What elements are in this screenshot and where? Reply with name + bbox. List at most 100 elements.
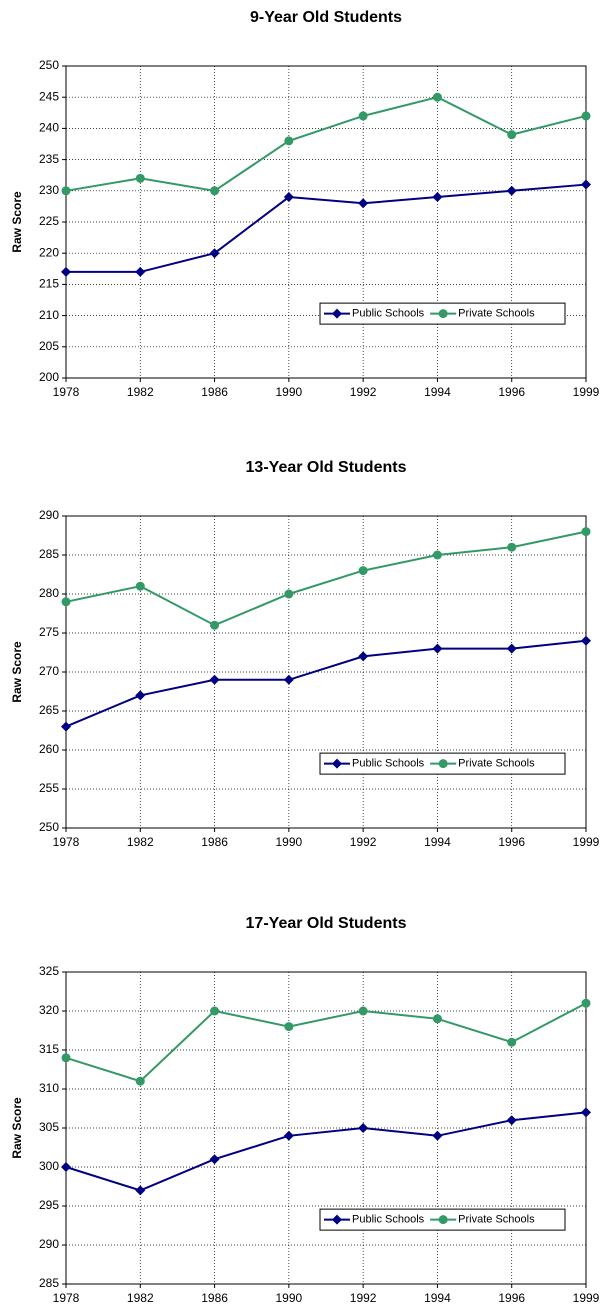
x-tick-label: 1990 xyxy=(276,385,303,399)
series-line xyxy=(65,1111,587,1192)
y-tick-label: 235 xyxy=(39,152,59,166)
plot-border xyxy=(65,515,587,829)
plot-border xyxy=(65,971,587,1285)
x-tick-label: 1986 xyxy=(201,385,228,399)
y-tick-label: 250 xyxy=(39,820,59,834)
x-tick-label: 1999 xyxy=(573,835,600,849)
data-point xyxy=(507,542,517,552)
legend-label: Public Schools xyxy=(352,1214,425,1226)
data-point xyxy=(284,1022,294,1032)
y-axis-label: Raw Score xyxy=(10,1097,24,1159)
legend-marker xyxy=(438,1215,448,1225)
x-tick-label: 1992 xyxy=(350,835,377,849)
y-tick-label: 230 xyxy=(39,183,59,197)
y-tick-label: 270 xyxy=(39,664,59,678)
data-point xyxy=(581,179,591,190)
series-line xyxy=(65,1002,587,1083)
data-point xyxy=(209,1154,220,1165)
y-tick-label: 260 xyxy=(39,742,59,756)
y-tick-label: 205 xyxy=(39,339,59,353)
chart-title: 13-Year Old Students xyxy=(246,459,407,476)
data-point xyxy=(358,566,368,576)
x-tick-label: 1978 xyxy=(53,1291,80,1305)
legend: Public Schools Private Schools xyxy=(319,302,566,325)
data-point xyxy=(507,130,517,140)
y-tick-label: 250 xyxy=(39,58,59,72)
data-point xyxy=(581,635,591,646)
data-point xyxy=(358,198,369,209)
data-point xyxy=(581,1107,591,1118)
data-point xyxy=(284,589,294,599)
data-point xyxy=(61,266,71,277)
data-point xyxy=(506,643,517,654)
legend-marker xyxy=(332,758,342,769)
data-point xyxy=(283,192,294,203)
legend-label: Private Schools xyxy=(458,758,535,770)
data-point xyxy=(135,1185,146,1196)
legend: Public Schools Private Schools xyxy=(319,752,566,775)
y-tick-label: 255 xyxy=(39,781,59,795)
data-point xyxy=(135,690,146,701)
x-tick-label: 1992 xyxy=(350,1291,377,1305)
data-point xyxy=(283,1130,294,1141)
y-tick-label: 245 xyxy=(39,89,59,103)
x-tick-label: 1982 xyxy=(127,1291,154,1305)
x-tick-label: 1996 xyxy=(498,835,525,849)
y-tick-label: 325 xyxy=(39,964,59,978)
y-tick-label: 315 xyxy=(39,1042,59,1056)
y-tick-label: 290 xyxy=(39,1237,59,1251)
x-tick-label: 1994 xyxy=(424,835,451,849)
y-tick-label: 290 xyxy=(39,508,59,522)
x-tick-label: 1990 xyxy=(276,835,303,849)
data-point xyxy=(432,643,443,654)
legend-marker xyxy=(438,309,448,319)
y-tick-label: 285 xyxy=(39,1276,59,1290)
x-tick-label: 1999 xyxy=(573,385,600,399)
legend-marker xyxy=(438,759,448,769)
legend-label: Public Schools xyxy=(352,758,425,770)
data-point xyxy=(135,581,145,591)
y-tick-label: 220 xyxy=(39,245,59,259)
series-line xyxy=(65,530,587,627)
x-tick-label: 1990 xyxy=(276,1291,303,1305)
data-point xyxy=(135,173,145,183)
x-tick-label: 1992 xyxy=(350,385,377,399)
data-point xyxy=(210,186,220,196)
y-axis-label: Raw Score xyxy=(10,191,24,253)
y-tick-label: 265 xyxy=(39,703,59,717)
y-tick-label: 285 xyxy=(39,547,59,561)
data-point xyxy=(135,1076,145,1086)
y-axis-label: Raw Score xyxy=(10,641,24,703)
x-tick-label: 1986 xyxy=(201,1291,228,1305)
legend: Public Schools Private Schools xyxy=(319,1208,566,1231)
x-tick-label: 1986 xyxy=(201,835,228,849)
data-point xyxy=(507,1037,517,1047)
data-point xyxy=(209,248,220,259)
data-point xyxy=(358,1006,368,1016)
chart-title: 17-Year Old Students xyxy=(246,915,407,932)
y-tick-label: 305 xyxy=(39,1120,59,1134)
data-point xyxy=(209,674,220,685)
chart-title: 9-Year Old Students xyxy=(250,9,402,26)
data-point xyxy=(581,527,591,537)
x-tick-label: 1994 xyxy=(424,385,451,399)
data-point xyxy=(61,1053,71,1063)
data-point xyxy=(432,192,443,203)
data-point xyxy=(210,620,220,630)
y-tick-label: 280 xyxy=(39,586,59,600)
data-point xyxy=(283,674,294,685)
y-tick-label: 275 xyxy=(39,625,59,639)
data-point xyxy=(432,1014,442,1024)
data-point xyxy=(61,597,71,607)
y-tick-label: 225 xyxy=(39,214,59,228)
y-tick-label: 210 xyxy=(39,308,59,322)
data-point xyxy=(581,998,591,1008)
x-tick-label: 1994 xyxy=(424,1291,451,1305)
legend-marker xyxy=(332,1214,342,1225)
x-tick-label: 1982 xyxy=(127,385,154,399)
y-tick-label: 295 xyxy=(39,1198,59,1212)
series-line xyxy=(65,96,587,192)
data-point xyxy=(284,136,294,146)
